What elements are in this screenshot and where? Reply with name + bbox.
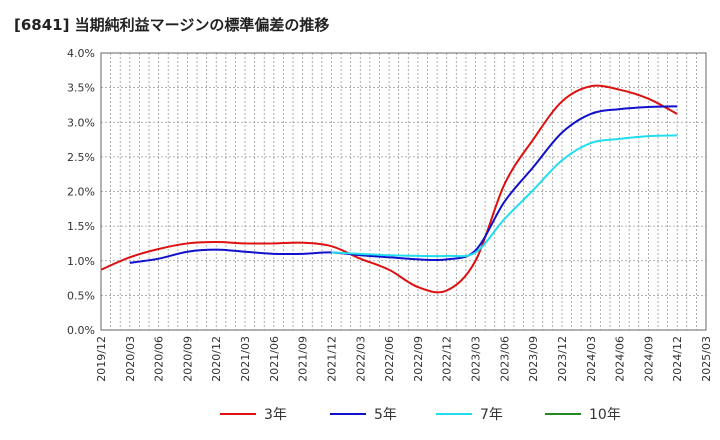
x-tick-label: 2023/06: [498, 336, 511, 382]
y-tick-label: 3.0%: [67, 116, 95, 129]
x-tick-label: 2021/06: [268, 336, 281, 382]
x-tick-label: 2021/09: [297, 336, 310, 382]
x-tick-label: 2023/09: [527, 336, 540, 382]
legend-label: 10年: [589, 407, 621, 423]
series-line-7年: [331, 134, 678, 258]
y-tick-label: 4.0%: [67, 47, 95, 60]
y-tick-label: 1.5%: [67, 220, 95, 233]
x-tick-label: 2022/06: [383, 336, 396, 382]
x-tick-label: 2019/12: [95, 336, 108, 382]
x-tick-label: 2020/06: [153, 336, 166, 382]
y-tick-label: 0.5%: [67, 289, 95, 302]
chart-title: [6841] 当期純利益マージンの標準偏差の推移: [14, 16, 330, 34]
x-tick-label: 2024/12: [671, 336, 684, 382]
legend: 3年 5年 7年 10年: [220, 407, 621, 423]
x-tick-label: 2021/12: [325, 336, 338, 382]
x-tick-label: 2021/03: [239, 336, 252, 382]
y-axis-ticks: 0.0% 0.5% 1.0% 1.5% 2.0% 2.5% 3.0% 3.5% 4.0%: [67, 47, 95, 337]
x-tick-label: 2024/03: [585, 336, 598, 382]
series-line-5年: [129, 105, 678, 264]
x-axis-ticks: 2019/12 2020/03 2020/06 2020/09 2020/12 2021/…: [95, 336, 713, 382]
grid: [100, 52, 707, 331]
series-line-3年: [100, 84, 678, 294]
x-tick-label: 2022/12: [441, 336, 454, 382]
legend-label: 5年: [374, 407, 397, 423]
x-tick-label: 2020/09: [181, 336, 194, 382]
x-tick-label: 2024/06: [614, 336, 627, 382]
x-tick-label: 2025/03: [700, 336, 713, 382]
x-tick-label: 2020/03: [124, 336, 137, 382]
x-tick-label: 2023/12: [556, 336, 569, 382]
x-tick-label: 2024/09: [642, 336, 655, 382]
series-lines: [100, 84, 678, 294]
legend-label: 3年: [264, 407, 287, 423]
x-tick-label: 2022/09: [412, 336, 425, 382]
y-tick-label: 2.5%: [67, 151, 95, 164]
x-tick-label: 2023/03: [470, 336, 483, 382]
x-tick-label: 2022/03: [354, 336, 367, 382]
plot-frame: [100, 52, 707, 331]
x-tick-label: 2020/12: [210, 336, 223, 382]
y-tick-label: 3.5%: [67, 82, 95, 95]
y-tick-label: 0.0%: [67, 324, 95, 337]
y-tick-label: 2.0%: [67, 186, 95, 199]
legend-label: 7年: [480, 407, 503, 423]
y-tick-label: 1.0%: [67, 255, 95, 268]
